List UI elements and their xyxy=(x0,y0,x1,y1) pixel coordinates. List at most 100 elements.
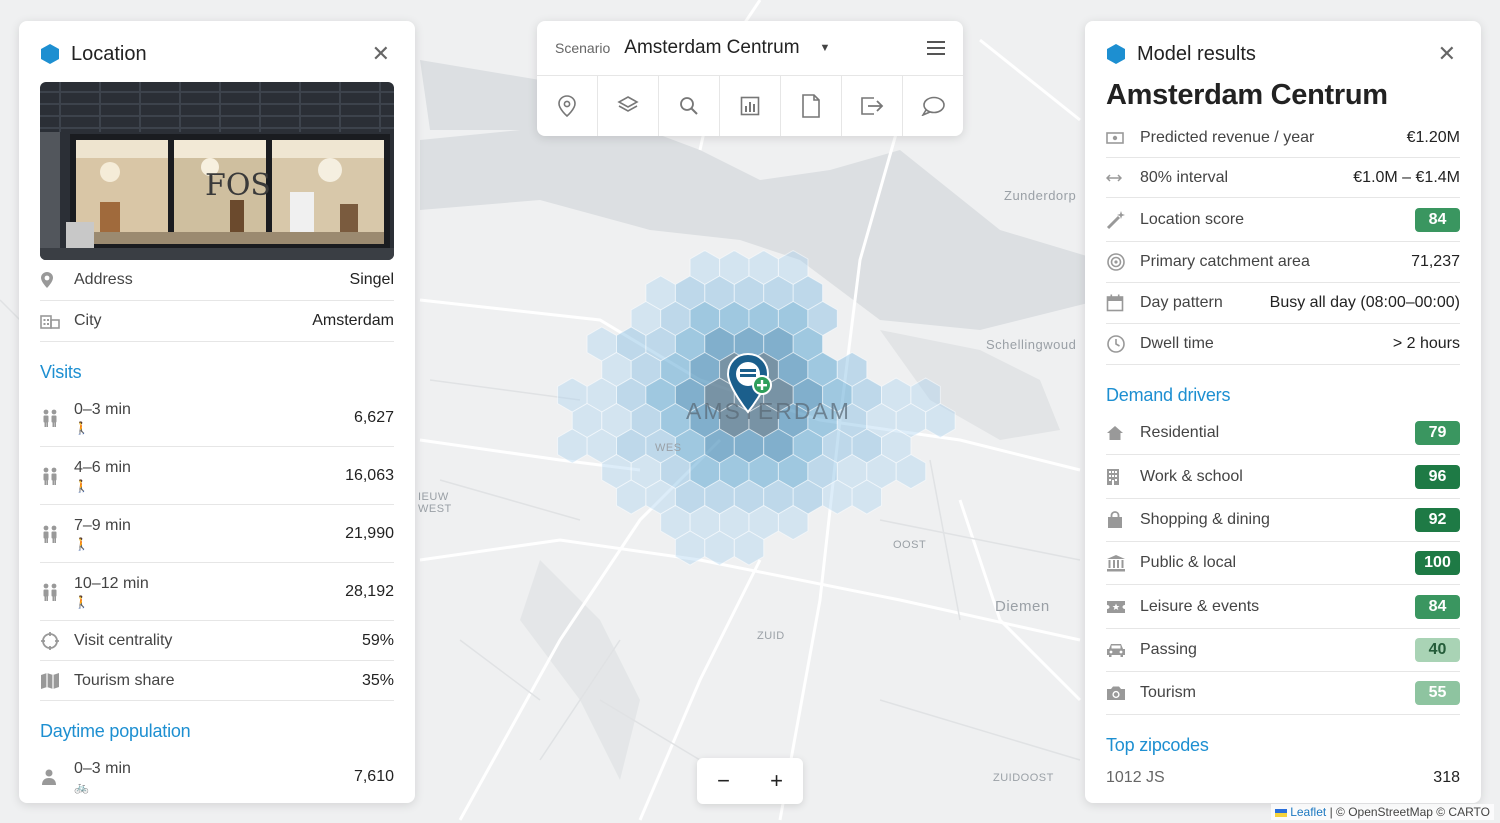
camera-icon xyxy=(1106,685,1130,701)
daytime-row: 0–3 min 🚲 7,610 xyxy=(40,748,394,803)
visit-centrality-value: 59% xyxy=(361,631,394,649)
menu-icon[interactable] xyxy=(927,41,945,55)
visit-range: 10–12 min xyxy=(74,574,149,592)
chevron-down-icon[interactable]: ▼ xyxy=(819,42,831,54)
zoom-in-button[interactable]: + xyxy=(770,768,783,793)
comment-tool-button[interactable] xyxy=(903,76,963,136)
metric-label: Dwell time xyxy=(1140,335,1214,352)
visit-range: 0–3 min xyxy=(74,400,131,418)
walking-icon: 🚶 xyxy=(74,478,89,493)
map-attribution: Leaflet | © OpenStreetMap © CARTO xyxy=(1270,804,1494,820)
crosshair-icon xyxy=(40,631,64,651)
location-pin-icon[interactable] xyxy=(726,352,776,418)
scenario-label: Scenario xyxy=(555,40,611,56)
zoom-out-button[interactable]: − xyxy=(717,768,730,793)
close-icon[interactable]: ✕ xyxy=(371,41,390,66)
map-place-oost: OOST xyxy=(893,539,927,551)
pin-tool-button[interactable] xyxy=(537,76,598,136)
daytime-population-title: Daytime population xyxy=(40,721,191,741)
chart-tool-button[interactable] xyxy=(720,76,781,136)
location-panel: Location ✕ FOS xyxy=(19,21,415,803)
catchment-hexagon[interactable] xyxy=(925,402,956,439)
search-tool-button[interactable] xyxy=(659,76,720,136)
visits-list: 0–3 min 🚶 6,627 4–6 min 🚶 16,063 7–9 min 🚶 … xyxy=(40,389,394,621)
daytime-range: 0–3 min xyxy=(74,760,131,777)
map-place-diemen: Diemen xyxy=(995,598,1050,615)
tool-row xyxy=(537,76,963,136)
driver-label: Leisure & events xyxy=(1140,597,1260,615)
driver-badge: 40 xyxy=(1415,638,1460,662)
visit-value: 6,627 xyxy=(353,408,394,426)
driver-badge: 100 xyxy=(1415,551,1460,575)
driver-badge: 55 xyxy=(1415,681,1460,705)
document-tool-button[interactable] xyxy=(781,76,842,136)
people-icon xyxy=(40,582,64,602)
car-icon xyxy=(1106,642,1130,658)
map-marker-icon xyxy=(40,271,64,289)
layers-icon xyxy=(617,96,639,112)
driver-badge: 92 xyxy=(1415,508,1460,532)
daytime-value: 7,610 xyxy=(353,768,394,785)
location-panel-header: Location ✕ xyxy=(40,41,394,67)
driver-row-leisure-events: Leisure & events 84 xyxy=(1106,585,1460,629)
svg-text:FOS: FOS xyxy=(205,168,271,203)
visit-range: 7–9 min xyxy=(74,516,131,534)
metric-row-day-pattern: Day pattern Busy all day (08:00–00:00) xyxy=(1106,283,1460,324)
driver-row-shopping-dining: Shopping & dining 92 xyxy=(1106,499,1460,542)
tourism-share-label: Tourism share xyxy=(74,671,175,689)
ukraine-flag-icon xyxy=(1274,808,1287,817)
visit-range: 4–6 min xyxy=(74,458,131,476)
city-row: City Amsterdam xyxy=(40,301,394,342)
metric-value: Busy all day (08:00–00:00) xyxy=(1269,294,1460,311)
money-icon xyxy=(1106,131,1130,145)
address-value: Singel xyxy=(349,271,394,288)
demand-drivers-list: Residential 79 Work & school 96 Shopping… xyxy=(1106,412,1460,715)
metric-value: 71,237 xyxy=(1411,253,1460,270)
map-place-zuid: ZUID xyxy=(757,630,785,642)
metric-row-dwell-time: Dwell time > 2 hours xyxy=(1106,324,1460,365)
magic-wand-icon xyxy=(1106,210,1130,230)
calendar-icon xyxy=(1106,294,1130,312)
scenario-value[interactable]: Amsterdam Centrum xyxy=(624,37,800,58)
people-icon xyxy=(40,466,64,486)
close-icon[interactable]: ✕ xyxy=(1437,41,1456,66)
zipcode-value: 318 xyxy=(1433,769,1460,786)
metric-value: > 2 hours xyxy=(1392,335,1460,352)
bicycle-icon: 🚲 xyxy=(74,780,89,794)
model-results-title: Model results xyxy=(1137,42,1256,65)
scenario-toolbar: Scenario Amsterdam Centrum ▼ xyxy=(537,21,963,136)
map-place-zunderdorp: Zunderdorp xyxy=(1004,188,1077,203)
metric-label: Location score xyxy=(1140,210,1245,228)
catchment-hexagon[interactable] xyxy=(851,479,882,515)
scenario-selector[interactable]: Scenario Amsterdam Centrum ▼ xyxy=(537,21,963,76)
layers-tool-button[interactable] xyxy=(598,76,659,136)
visit-row: 4–6 min 🚶 16,063 xyxy=(40,447,394,505)
metric-label: 80% interval xyxy=(1140,168,1229,186)
leaflet-link[interactable]: Leaflet xyxy=(1290,805,1327,819)
document-icon xyxy=(802,94,820,118)
shopping-bag-icon xyxy=(1106,511,1130,529)
address-label: Address xyxy=(74,271,133,288)
map-city-label: AMSTERDAM xyxy=(686,398,851,424)
metric-value: €1.0M – €1.4M xyxy=(1353,168,1460,186)
search-icon xyxy=(680,97,698,115)
metric-label: Primary catchment area xyxy=(1140,253,1310,270)
location-panel-title: Location xyxy=(71,42,147,65)
driver-label: Work & school xyxy=(1140,467,1243,485)
zipcode-row: 1012 JS 318 xyxy=(1106,762,1460,794)
metrics-list: Predicted revenue / year €1.20M 80% inte… xyxy=(1106,118,1460,365)
visit-centrality-label: Visit centrality xyxy=(74,631,173,649)
catchment-hexagon[interactable] xyxy=(777,504,809,541)
tourism-share-row: Tourism share 35% xyxy=(40,661,394,701)
export-tool-button[interactable] xyxy=(842,76,903,136)
metric-label: Day pattern xyxy=(1140,294,1223,311)
map-place-zuidoost: ZUIDOOST xyxy=(993,772,1054,784)
ticket-icon xyxy=(1106,599,1130,615)
location-photo: FOS xyxy=(40,82,394,260)
metric-row-location-score: Location score 84 xyxy=(1106,198,1460,242)
demand-drivers-title: Demand drivers xyxy=(1106,385,1231,405)
driver-label: Residential xyxy=(1140,424,1220,441)
catchment-hexagon[interactable] xyxy=(733,530,765,566)
catchment-hexagon[interactable] xyxy=(895,453,927,490)
driver-badge: 84 xyxy=(1415,594,1460,619)
